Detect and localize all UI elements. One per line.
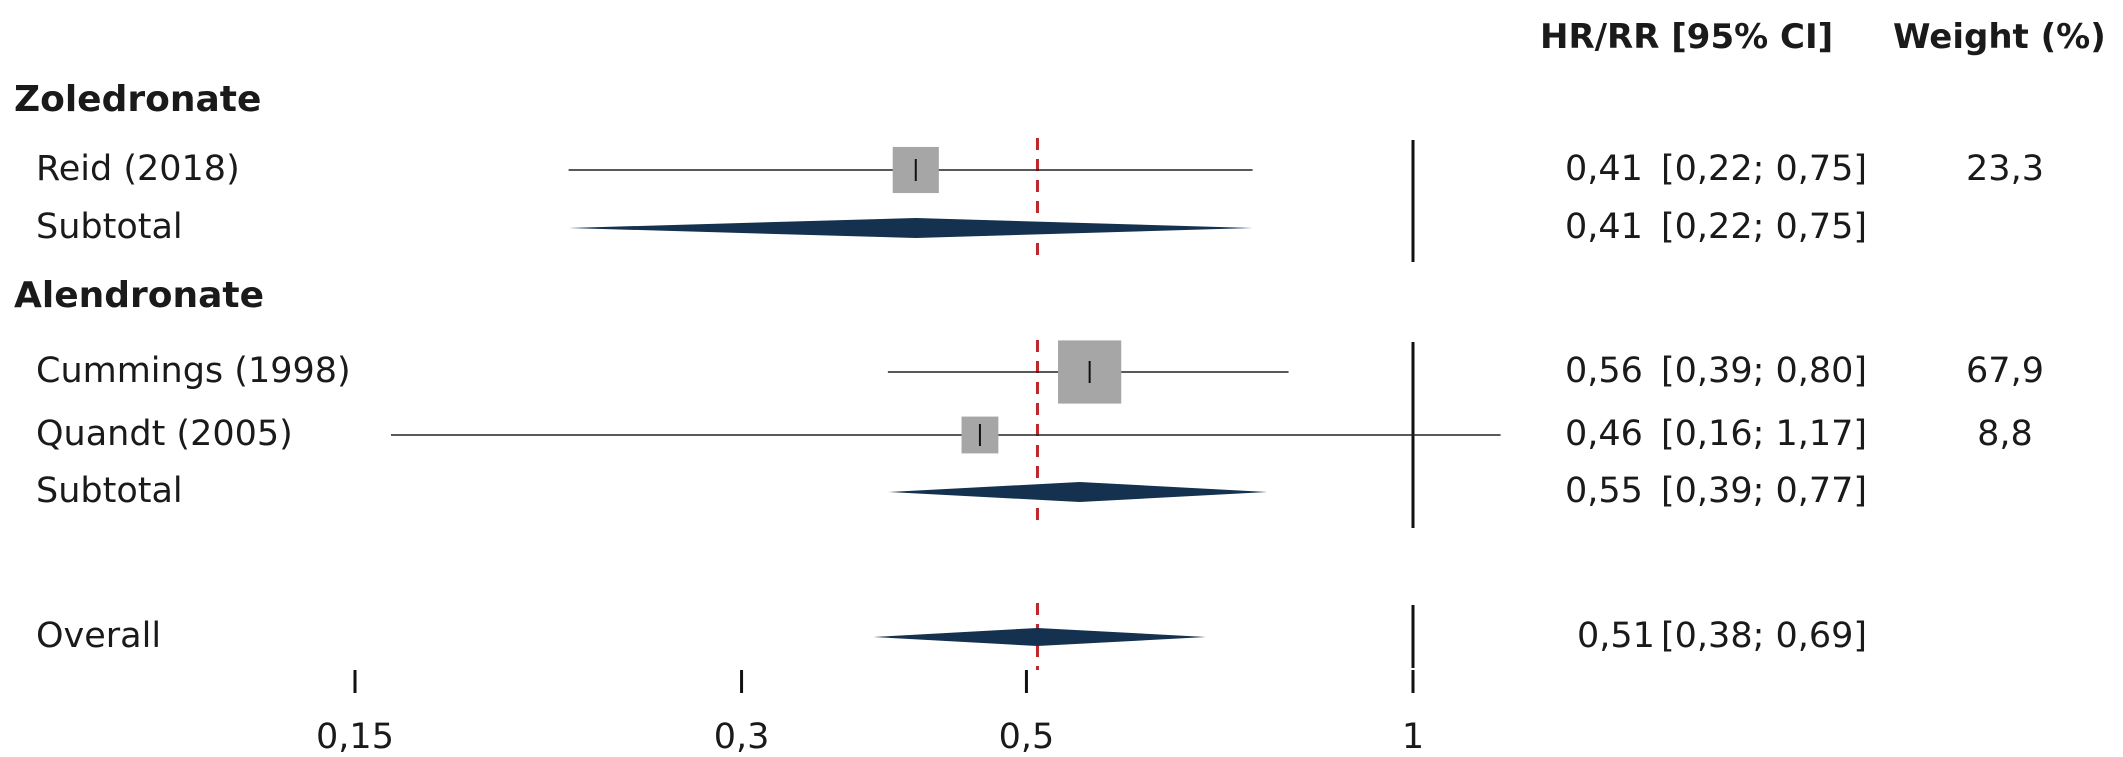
group-label-zoledronate: Zoledronate [14,79,262,120]
subtotal-diamond [887,482,1268,502]
weight-value: 8,8 [1977,414,2033,454]
confidence-interval-value: [0,16; 1,17] [1661,414,1868,454]
confidence-interval-value: [0,39; 0,80] [1661,351,1868,391]
weight-column-header: Weight (%) [1893,17,2106,57]
confidence-interval-value: [0,22; 0,75] [1661,149,1868,189]
subtotal-label: Subtotal [36,471,183,511]
weight-value: 23,3 [1966,149,2044,189]
effect-estimate-value: 0,55 [1565,471,1643,511]
overall-label: Overall [36,616,162,656]
subtotal-diamond [568,218,1253,238]
weight-value: 67,9 [1966,351,2044,391]
x-axis-tick-label: 0,3 [713,717,770,757]
effect-estimate-value: 0,41 [1565,149,1643,189]
effect-column-header: HR/RR [95% CI] [1540,17,1834,57]
effect-estimate-value: 0,56 [1565,351,1643,391]
x-axis-tick-label: 1 [1401,717,1425,757]
effect-estimate-value: 0,41 [1565,207,1643,247]
effect-estimate-value: 0,46 [1565,414,1643,454]
x-axis-tick-label: 0,5 [998,717,1055,757]
study-label: Cummings (1998) [36,351,351,391]
overall-diamond [873,628,1207,646]
confidence-interval-value: [0,38; 0,69] [1661,616,1868,656]
group-label-alendronate: Alendronate [14,275,265,316]
study-label: Quandt (2005) [36,414,293,454]
subtotal-label: Subtotal [36,207,183,247]
confidence-interval-value: [0,22; 0,75] [1661,207,1868,247]
study-label: Reid (2018) [36,149,240,189]
confidence-interval-value: [0,39; 0,77] [1661,471,1868,511]
x-axis-tick-label: 0,15 [316,717,394,757]
effect-estimate-value: 0,51 [1577,616,1655,656]
